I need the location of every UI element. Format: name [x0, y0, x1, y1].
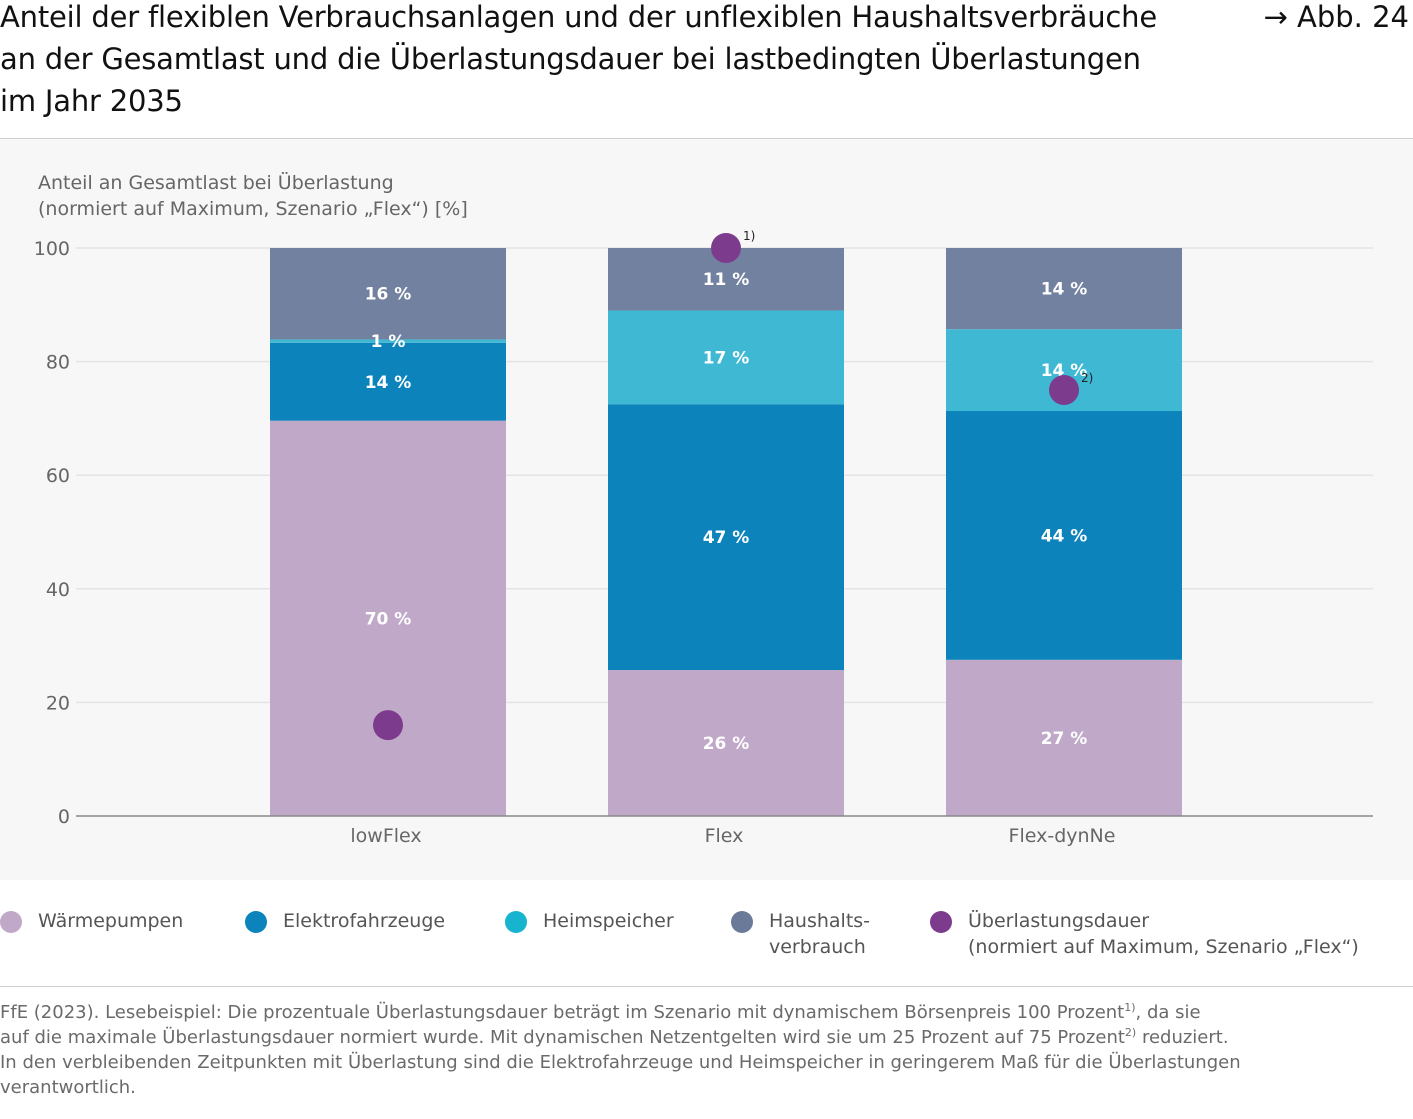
bar-label-heimspeicher-Flex-dynNe: 14 % — [1041, 361, 1088, 381]
y-tick-label: 60 — [46, 465, 70, 487]
footnote-mark-2: 2) — [1124, 1026, 1137, 1039]
bar-label-elektrofahrzeuge-Flex-dynNe: 44 % — [1041, 526, 1088, 546]
bar-label-elektrofahrzeuge-lowFlex: 14 % — [365, 373, 412, 393]
legend: Wärmepumpen Elektrofahrzeuge Heimspeiche… — [0, 908, 1413, 978]
bottom-divider — [0, 986, 1413, 987]
stacked-bar-chart: Anteil an Gesamtlast bei Überlastung (no… — [34, 171, 1373, 847]
bar-label-haushalt-lowFlex: 16 % — [365, 285, 412, 305]
legend-item-ueberlastung: Überlastungsdauer (normiert auf Maximum,… — [930, 908, 1359, 960]
y-tick-label: 40 — [46, 579, 70, 601]
overlay-footnote-mark: 2) — [1081, 371, 1093, 385]
bar-label-haushalt-Flex-dynNe: 14 % — [1041, 280, 1088, 300]
legend-item-elektrofahrzeuge: Elektrofahrzeuge — [245, 908, 445, 934]
bar-label-waermepumpen-Flex: 26 % — [703, 734, 750, 754]
figure-reference: → Abb. 24 — [1263, 0, 1409, 34]
bar-segment-haushalt-lowFlex — [270, 248, 506, 340]
y-tick-label: 100 — [34, 238, 70, 260]
top-divider — [0, 138, 1413, 139]
legend-label-ueberlastung: Überlastungsdauer (normiert auf Maximum,… — [968, 910, 1359, 958]
y-tick-label: 80 — [46, 352, 70, 374]
bar-segment-heimspeicher-Flex — [608, 310, 844, 405]
bar-segment-elektrofahrzeuge-Flex — [608, 404, 844, 671]
overlay-point-lowFlex — [373, 710, 403, 741]
bar-segment-waermepumpen-lowFlex — [270, 420, 506, 816]
bar-label-heimspeicher-Flex: 17 % — [703, 348, 750, 368]
overlay-point-Flex-dynNe — [1049, 375, 1079, 405]
overlay-footnote-mark: 1) — [743, 229, 755, 243]
bar-segment-elektrofahrzeuge-Flex-dynNe — [946, 411, 1182, 660]
legend-item-haushalt: Haushalts- verbrauch — [731, 908, 870, 960]
y-axis-label-line2: (normiert auf Maximum, Szenario „Flex“) … — [38, 198, 468, 220]
footnote-mark-1: 1) — [1124, 1001, 1136, 1014]
legend-label-elektrofahrzeuge: Elektrofahrzeuge — [283, 910, 446, 932]
legend-item-heimspeicher: Heimspeicher — [505, 908, 674, 934]
legend-label-haushalt: Haushalts- verbrauch — [769, 910, 871, 958]
y-axis-label-line1: Anteil an Gesamtlast bei Überlastung — [38, 171, 394, 194]
bar-label-haushalt-Flex: 11 % — [703, 270, 750, 290]
y-tick-label: 0 — [58, 806, 70, 828]
legend-item-waermepumpen: Wärmepumpen — [0, 908, 183, 934]
source-line-3: In den verbleibenden Zeitpunkten mit Übe… — [0, 1052, 1241, 1098]
legend-swatch-haushalt — [731, 911, 753, 933]
legend-swatch-waermepumpen — [0, 911, 22, 933]
bar-label-heimspeicher-lowFlex: 1 % — [371, 332, 406, 352]
source-note: FfE (2023). Lesebeispiel: Die prozentual… — [0, 1000, 1360, 1100]
bar-segment-elektrofahrzeuge-lowFlex — [270, 342, 506, 421]
bar-segment-heimspeicher-lowFlex — [270, 339, 506, 343]
bar-segment-waermepumpen-Flex-dynNe — [946, 659, 1182, 816]
bar-segment-haushalt-Flex-dynNe — [946, 248, 1182, 330]
legend-swatch-heimspeicher — [505, 911, 527, 933]
source-line-1: FfE (2023). Lesebeispiel: Die prozentual… — [0, 1001, 1201, 1023]
overlay-point-Flex — [711, 233, 741, 263]
legend-swatch-ueberlastung — [930, 911, 952, 933]
x-tick-label: Flex — [705, 825, 744, 847]
bar-label-waermepumpen-Flex-dynNe: 27 % — [1041, 729, 1088, 749]
bar-label-elektrofahrzeuge-Flex: 47 % — [703, 528, 750, 548]
legend-label-heimspeicher: Heimspeicher — [543, 910, 674, 932]
chart-title: Anteil der flexiblen Verbrauchsanlagen u… — [0, 0, 1157, 118]
legend-swatch-elektrofahrzeuge — [245, 911, 267, 933]
x-tick-label: Flex-dynNe — [1009, 825, 1116, 847]
legend-label-waermepumpen: Wärmepumpen — [38, 910, 184, 932]
bar-label-waermepumpen-lowFlex: 70 % — [365, 609, 412, 629]
source-line-2: auf die maximale Überlastungsdauer normi… — [0, 1026, 1229, 1048]
y-tick-label: 20 — [46, 692, 70, 714]
x-tick-label: lowFlex — [350, 825, 421, 847]
bar-segment-waermepumpen-Flex — [608, 670, 844, 816]
